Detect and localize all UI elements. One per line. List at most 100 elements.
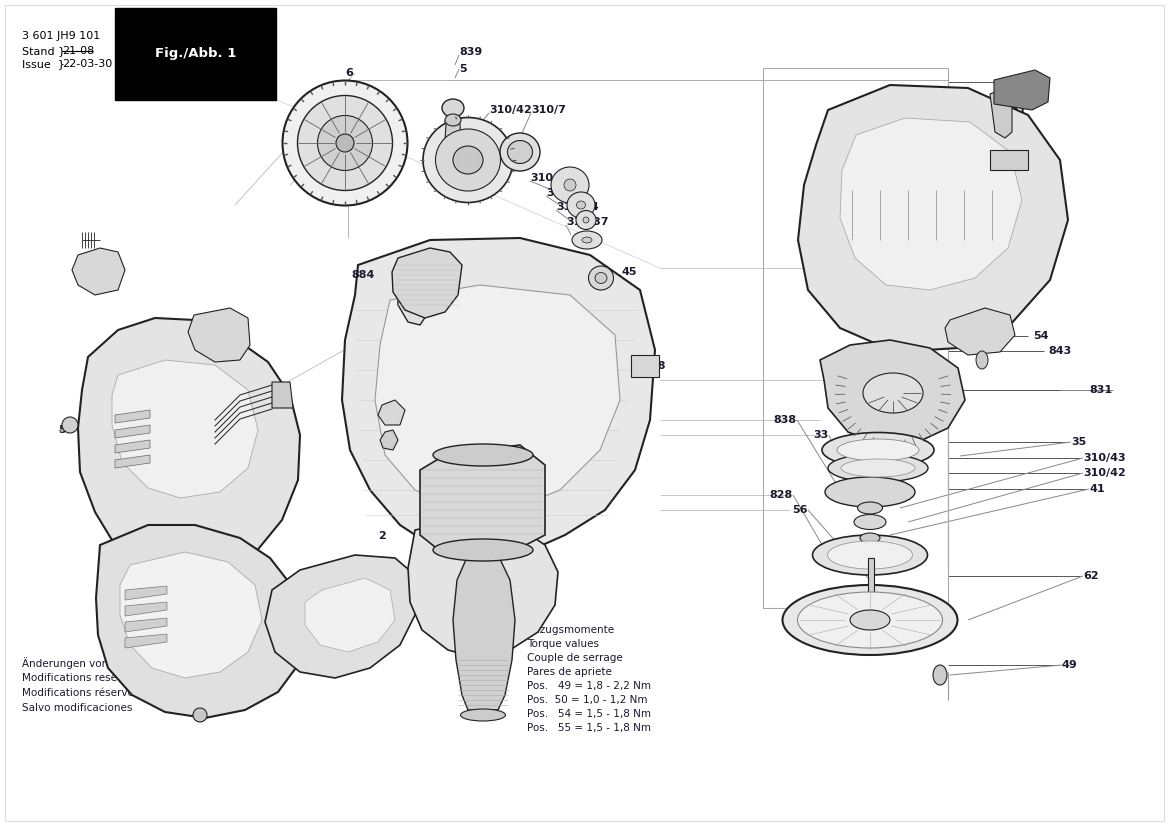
Text: 884: 884 [157,586,180,596]
Text: 62: 62 [1082,571,1099,581]
Polygon shape [112,360,258,498]
Ellipse shape [297,96,393,191]
Ellipse shape [576,211,596,230]
Text: 22-03-30: 22-03-30 [62,59,112,69]
Polygon shape [125,634,167,648]
Text: Issue  }: Issue } [22,59,64,69]
Ellipse shape [563,179,576,191]
Ellipse shape [461,709,505,721]
Polygon shape [798,85,1068,352]
Bar [869,558,874,598]
Polygon shape [305,578,395,652]
Text: 310/40: 310/40 [530,173,573,183]
Bar [631,355,659,377]
Text: 54: 54 [1033,331,1049,341]
Text: 46: 46 [95,278,111,288]
Ellipse shape [855,515,886,529]
Text: Modifications réservées: Modifications réservées [22,688,146,698]
Ellipse shape [588,266,614,290]
Ellipse shape [336,134,354,152]
Text: 18: 18 [651,361,666,371]
Text: Salvo modificaciones: Salvo modificaciones [22,703,132,713]
Bar [990,150,1028,170]
Ellipse shape [825,477,915,507]
Polygon shape [125,586,167,600]
Text: 884: 884 [352,270,375,280]
Ellipse shape [442,99,464,117]
Text: Pos.   54 = 1,5 - 1,8 Nm: Pos. 54 = 1,5 - 1,8 Nm [527,709,651,719]
Ellipse shape [576,201,586,209]
Text: Stand }: Stand } [22,46,65,56]
Ellipse shape [62,417,78,433]
Ellipse shape [433,539,533,561]
Ellipse shape [436,129,500,191]
Polygon shape [990,90,1012,138]
Text: 49: 49 [1061,660,1078,670]
Text: 310/7: 310/7 [531,105,566,115]
Text: 60: 60 [390,411,406,421]
Ellipse shape [318,116,373,170]
Text: Anzugsmomente: Anzugsmomente [527,625,615,635]
Text: 33: 33 [814,430,829,440]
Text: Fig./Abb. 1: Fig./Abb. 1 [155,48,236,60]
Ellipse shape [860,533,880,543]
Text: Modifications reserved: Modifications reserved [22,673,140,683]
Polygon shape [445,108,461,140]
Text: 21-08: 21-08 [62,46,95,56]
Polygon shape [454,555,516,710]
Ellipse shape [423,117,513,202]
Ellipse shape [828,541,913,569]
Ellipse shape [828,454,928,482]
Ellipse shape [841,459,915,477]
Ellipse shape [797,592,942,648]
Polygon shape [115,410,150,423]
Text: 41: 41 [1090,484,1105,494]
Text: 3: 3 [498,558,506,568]
Polygon shape [115,440,150,453]
Ellipse shape [500,133,540,171]
Text: 838: 838 [774,415,797,425]
Text: 6: 6 [345,68,353,78]
Ellipse shape [507,140,533,164]
Ellipse shape [595,273,607,283]
Text: 9: 9 [528,300,535,310]
Text: 831: 831 [1090,385,1113,395]
Text: 35: 35 [1071,437,1086,447]
Text: 828: 828 [769,490,793,500]
Text: Pos.   49 = 1,8 - 2,2 Nm: Pos. 49 = 1,8 - 2,2 Nm [527,681,651,691]
Ellipse shape [193,708,207,722]
Text: Torque values: Torque values [527,639,599,649]
Ellipse shape [283,80,408,206]
Ellipse shape [782,585,957,655]
Text: 310/42: 310/42 [489,105,532,115]
Text: 843: 843 [1047,346,1071,356]
Ellipse shape [863,373,924,413]
Ellipse shape [837,439,919,461]
Text: 5: 5 [459,64,466,74]
Text: 2: 2 [378,531,386,541]
Polygon shape [841,118,1022,290]
Text: 103: 103 [1009,92,1032,102]
Ellipse shape [582,237,592,243]
Polygon shape [375,285,620,510]
Text: Pares de apriete: Pares de apriete [527,667,611,677]
Ellipse shape [858,502,883,514]
Polygon shape [72,248,125,295]
Ellipse shape [572,231,602,249]
Text: Couple de serrage: Couple de serrage [527,653,623,663]
Text: 839: 839 [459,47,483,57]
Text: 310/27: 310/27 [546,188,589,198]
Text: 3 601 JH9 101: 3 601 JH9 101 [22,31,101,41]
Text: 310/14: 310/14 [556,202,599,212]
Bar [763,68,948,608]
Polygon shape [343,238,655,560]
Text: 55: 55 [1024,157,1039,167]
Ellipse shape [445,114,461,126]
Ellipse shape [433,444,533,466]
Polygon shape [188,308,250,362]
Ellipse shape [933,665,947,685]
Text: 51: 51 [213,331,228,341]
Ellipse shape [822,433,934,468]
Polygon shape [819,340,964,445]
Polygon shape [96,525,305,718]
